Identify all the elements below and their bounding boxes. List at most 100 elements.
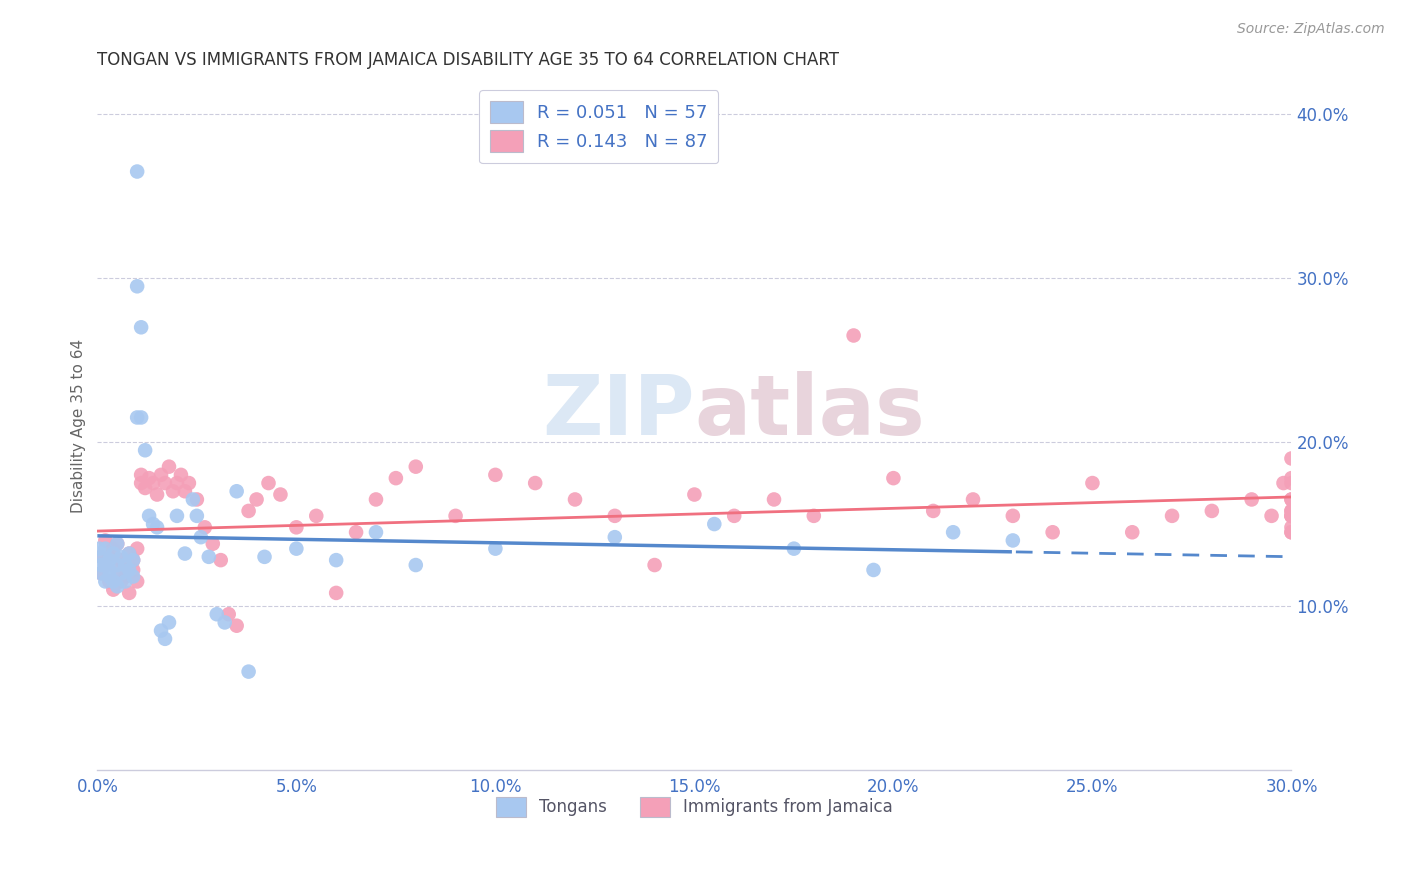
Point xyxy=(214,615,236,630)
Point xyxy=(142,476,165,491)
Text: ZIP: ZIP xyxy=(541,371,695,452)
Point xyxy=(444,508,467,523)
Point xyxy=(1281,508,1303,523)
Point xyxy=(103,547,125,561)
Point xyxy=(134,481,156,495)
Point xyxy=(285,520,308,534)
Point xyxy=(644,558,666,572)
Point xyxy=(166,508,188,523)
Point xyxy=(524,476,547,491)
Point xyxy=(603,508,626,523)
Point xyxy=(94,541,117,556)
Point xyxy=(225,618,247,632)
Point xyxy=(603,530,626,544)
Point xyxy=(198,549,221,564)
Point xyxy=(269,487,291,501)
Point xyxy=(127,164,149,178)
Point xyxy=(364,492,387,507)
Point xyxy=(118,586,141,600)
Point xyxy=(150,624,173,638)
Point xyxy=(118,563,141,577)
Point xyxy=(257,476,280,491)
Point xyxy=(103,582,125,597)
Point xyxy=(142,517,165,532)
Point xyxy=(344,525,367,540)
Point xyxy=(1281,508,1303,523)
Point xyxy=(118,547,141,561)
Point xyxy=(1201,504,1223,518)
Point xyxy=(305,508,328,523)
Point xyxy=(763,492,786,507)
Point xyxy=(194,520,217,534)
Point xyxy=(181,492,204,507)
Point xyxy=(89,541,111,556)
Point xyxy=(1281,525,1303,540)
Point xyxy=(1281,508,1303,523)
Point xyxy=(170,467,193,482)
Point xyxy=(98,574,121,589)
Point xyxy=(138,471,160,485)
Point xyxy=(186,492,208,507)
Point xyxy=(1281,504,1303,518)
Point xyxy=(218,607,240,622)
Point xyxy=(98,549,121,564)
Point xyxy=(114,558,136,572)
Point xyxy=(364,525,387,540)
Point xyxy=(105,537,128,551)
Point xyxy=(484,541,506,556)
Point xyxy=(110,553,132,567)
Point xyxy=(94,533,117,548)
Point xyxy=(114,569,136,583)
Point xyxy=(105,558,128,572)
Point xyxy=(942,525,965,540)
Point xyxy=(783,541,806,556)
Point xyxy=(157,615,180,630)
Point xyxy=(105,579,128,593)
Point xyxy=(1121,525,1143,540)
Point xyxy=(1281,504,1303,518)
Point xyxy=(1272,476,1295,491)
Point xyxy=(862,563,884,577)
Text: TONGAN VS IMMIGRANTS FROM JAMAICA DISABILITY AGE 35 TO 64 CORRELATION CHART: TONGAN VS IMMIGRANTS FROM JAMAICA DISABI… xyxy=(97,51,839,69)
Point xyxy=(127,279,149,293)
Point xyxy=(122,553,145,567)
Point xyxy=(129,467,152,482)
Point xyxy=(122,553,145,567)
Point xyxy=(114,574,136,589)
Point xyxy=(90,549,112,564)
Point xyxy=(564,492,586,507)
Point xyxy=(190,530,212,544)
Point xyxy=(153,476,176,491)
Point xyxy=(90,549,112,564)
Point xyxy=(127,410,149,425)
Point xyxy=(405,558,427,572)
Point xyxy=(174,547,197,561)
Point xyxy=(205,607,228,622)
Point xyxy=(1281,492,1303,507)
Point xyxy=(186,508,208,523)
Point xyxy=(405,459,427,474)
Point xyxy=(94,558,117,572)
Point xyxy=(110,566,132,581)
Y-axis label: Disability Age 35 to 64: Disability Age 35 to 64 xyxy=(72,339,86,513)
Point xyxy=(122,569,145,583)
Point xyxy=(118,547,141,561)
Point xyxy=(166,476,188,491)
Text: Source: ZipAtlas.com: Source: ZipAtlas.com xyxy=(1237,22,1385,37)
Point xyxy=(238,665,260,679)
Point xyxy=(385,471,408,485)
Point xyxy=(245,492,267,507)
Point xyxy=(94,574,117,589)
Point xyxy=(723,508,745,523)
Point xyxy=(105,563,128,577)
Point xyxy=(1260,508,1282,523)
Legend: Tongans, Immigrants from Jamaica: Tongans, Immigrants from Jamaica xyxy=(489,790,900,823)
Point xyxy=(1281,451,1303,466)
Point xyxy=(129,320,152,334)
Point xyxy=(1281,525,1303,540)
Point xyxy=(90,566,112,581)
Point xyxy=(225,484,247,499)
Point xyxy=(105,537,128,551)
Point xyxy=(162,484,184,499)
Point xyxy=(150,467,173,482)
